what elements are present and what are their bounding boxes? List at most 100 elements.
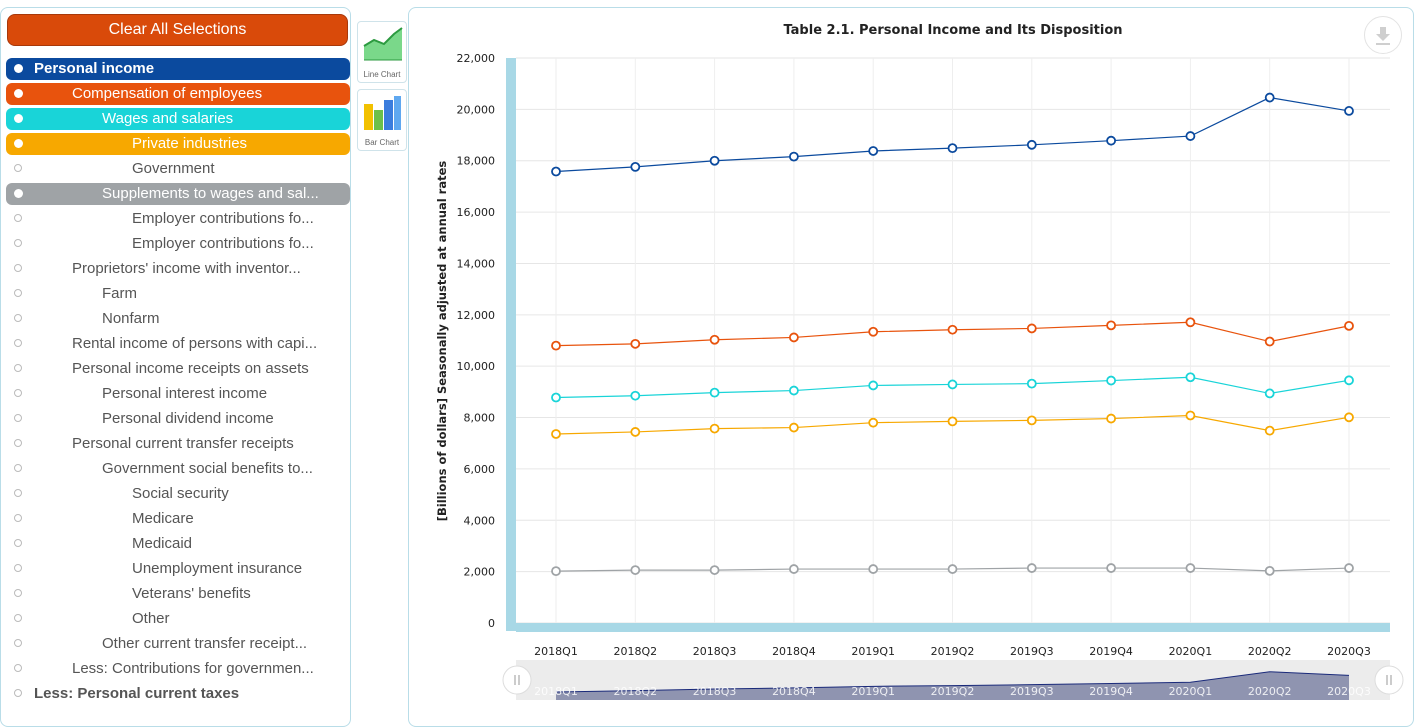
series-item[interactable]: Proprietors' income with inventor... bbox=[6, 258, 350, 280]
data-point[interactable] bbox=[1106, 413, 1116, 424]
series-item[interactable]: Personal income receipts on assets bbox=[6, 358, 350, 380]
data-point[interactable] bbox=[1026, 563, 1037, 573]
data-point[interactable] bbox=[1185, 372, 1196, 383]
series-item-label: Less: Personal current taxes bbox=[34, 685, 240, 702]
series-item[interactable]: Other bbox=[6, 608, 350, 630]
y-tick-label: 18,000 bbox=[457, 155, 496, 168]
data-point[interactable] bbox=[1264, 425, 1275, 436]
navigator-tick-label: 2018Q2 bbox=[613, 685, 657, 698]
data-point[interactable] bbox=[1344, 106, 1354, 116]
series-item[interactable]: Nonfarm bbox=[6, 308, 350, 330]
y-tick-label: 14,000 bbox=[457, 257, 496, 270]
series-item-label: Compensation of employees bbox=[72, 85, 263, 102]
series-item[interactable]: Less: Contributions for governmen... bbox=[6, 658, 350, 680]
data-point[interactable] bbox=[709, 565, 720, 575]
data-point[interactable] bbox=[709, 334, 720, 345]
data-point[interactable] bbox=[1344, 412, 1354, 423]
data-point[interactable] bbox=[947, 379, 958, 390]
series-item[interactable]: Medicaid bbox=[6, 533, 350, 555]
series-item[interactable]: Compensation of employees bbox=[6, 83, 350, 105]
data-point[interactable] bbox=[1185, 563, 1196, 573]
data-point[interactable] bbox=[1264, 388, 1275, 399]
data-point[interactable] bbox=[1106, 375, 1116, 386]
data-point[interactable] bbox=[630, 565, 641, 575]
series-item[interactable]: Medicare bbox=[6, 508, 350, 530]
data-point[interactable] bbox=[551, 340, 561, 351]
data-point[interactable] bbox=[868, 417, 879, 428]
bar-chart-button[interactable]: Bar Chart bbox=[357, 89, 407, 151]
data-point[interactable] bbox=[709, 423, 720, 434]
data-point[interactable] bbox=[630, 427, 641, 437]
data-point[interactable] bbox=[789, 422, 799, 433]
data-point[interactable] bbox=[947, 416, 958, 427]
navigator-left-handle[interactable] bbox=[502, 665, 532, 695]
data-point[interactable] bbox=[789, 385, 799, 396]
series-item[interactable]: Unemployment insurance bbox=[6, 558, 350, 580]
data-point[interactable] bbox=[1106, 135, 1116, 146]
data-point[interactable] bbox=[1106, 320, 1116, 331]
data-point[interactable] bbox=[1344, 375, 1354, 386]
data-point[interactable] bbox=[1026, 323, 1037, 334]
data-point[interactable] bbox=[1264, 565, 1275, 576]
series-item[interactable]: Social security bbox=[6, 483, 350, 505]
data-point[interactable] bbox=[1264, 92, 1275, 103]
data-point[interactable] bbox=[551, 566, 561, 577]
data-point[interactable] bbox=[1344, 320, 1354, 331]
data-point[interactable] bbox=[868, 564, 879, 574]
data-point[interactable] bbox=[1026, 139, 1037, 150]
radio-dot-icon bbox=[14, 614, 22, 622]
data-point[interactable] bbox=[789, 151, 799, 162]
data-point[interactable] bbox=[551, 166, 561, 177]
series-item[interactable]: Employer contributions fo... bbox=[6, 208, 350, 230]
download-icon bbox=[1376, 27, 1390, 45]
data-point[interactable] bbox=[1026, 378, 1037, 389]
download-button[interactable] bbox=[1364, 16, 1402, 54]
radio-dot-icon bbox=[14, 539, 22, 547]
x-tick-label: 2018Q2 bbox=[613, 645, 657, 658]
data-point[interactable] bbox=[789, 332, 799, 343]
series-item[interactable]: Less: Personal current taxes bbox=[6, 683, 350, 705]
data-point[interactable] bbox=[1026, 415, 1037, 426]
series-item[interactable]: Wages and salaries bbox=[6, 108, 350, 130]
data-point[interactable] bbox=[551, 392, 561, 403]
radio-dot-icon bbox=[14, 439, 22, 447]
data-point[interactable] bbox=[1185, 131, 1196, 141]
clear-all-selections-button[interactable]: Clear All Selections bbox=[7, 14, 348, 46]
data-point[interactable] bbox=[1185, 317, 1196, 328]
series-item[interactable]: Employer contributions fo... bbox=[6, 233, 350, 255]
data-point[interactable] bbox=[868, 380, 879, 391]
data-point[interactable] bbox=[1106, 563, 1116, 573]
series-item-label: Farm bbox=[102, 285, 137, 302]
series-item[interactable]: Personal income bbox=[6, 58, 350, 80]
series-item[interactable]: Government bbox=[6, 158, 350, 180]
data-point[interactable] bbox=[709, 387, 720, 398]
data-point[interactable] bbox=[1185, 410, 1196, 421]
data-point[interactable] bbox=[551, 429, 561, 439]
data-point[interactable] bbox=[630, 161, 641, 172]
series-item[interactable]: Private industries bbox=[6, 133, 350, 155]
bar-chart-label: Bar Chart bbox=[364, 138, 400, 147]
series-item[interactable]: Supplements to wages and sal... bbox=[6, 183, 350, 205]
series-item[interactable]: Farm bbox=[6, 283, 350, 305]
data-point[interactable] bbox=[868, 146, 879, 156]
data-point[interactable] bbox=[630, 390, 641, 401]
series-item[interactable]: Other current transfer receipt... bbox=[6, 633, 350, 655]
series-item[interactable]: Rental income of persons with capi... bbox=[6, 333, 350, 355]
line-chart-button[interactable]: Line Chart bbox=[357, 21, 407, 83]
x-tick-label: 2018Q1 bbox=[534, 645, 578, 658]
data-point[interactable] bbox=[947, 324, 958, 335]
data-point[interactable] bbox=[947, 564, 958, 574]
series-item[interactable]: Personal current transfer receipts bbox=[6, 433, 350, 455]
data-point[interactable] bbox=[947, 143, 958, 154]
data-point[interactable] bbox=[1264, 336, 1275, 347]
series-item[interactable]: Personal interest income bbox=[6, 383, 350, 405]
data-point[interactable] bbox=[868, 326, 879, 337]
data-point[interactable] bbox=[630, 338, 641, 349]
series-item[interactable]: Personal dividend income bbox=[6, 408, 350, 430]
navigator-right-handle[interactable] bbox=[1374, 665, 1404, 695]
data-point[interactable] bbox=[789, 564, 799, 574]
data-point[interactable] bbox=[1344, 563, 1354, 573]
series-item[interactable]: Veterans' benefits bbox=[6, 583, 350, 605]
data-point[interactable] bbox=[709, 155, 720, 166]
series-item[interactable]: Government social benefits to... bbox=[6, 458, 350, 480]
